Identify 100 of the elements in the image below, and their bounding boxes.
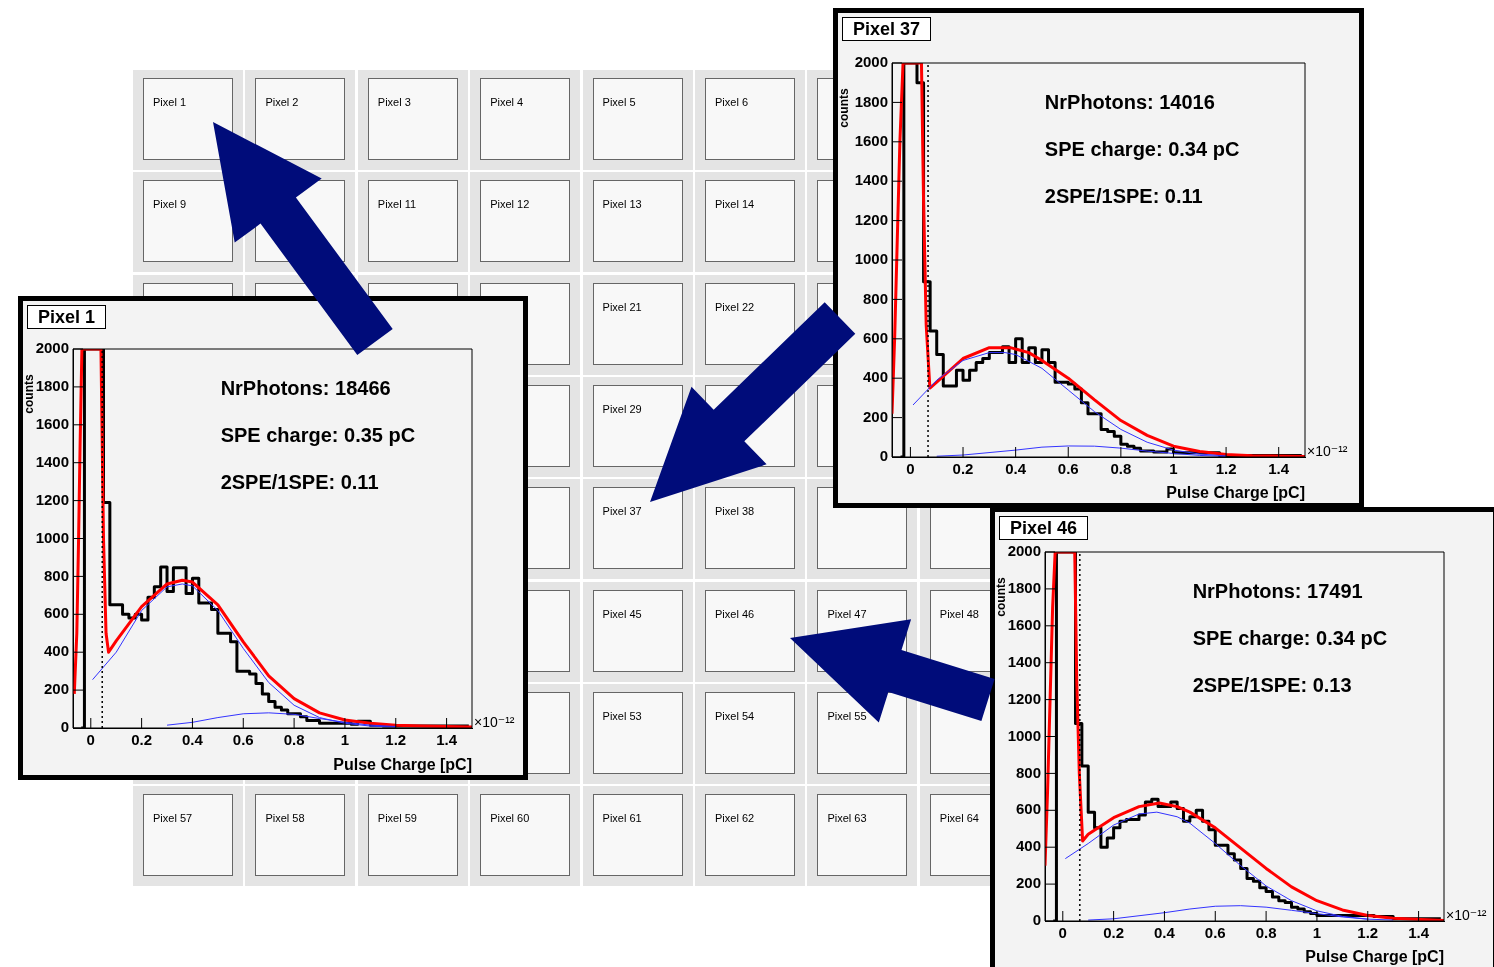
category-label: Pixel 2 bbox=[265, 96, 299, 108]
y-axis-title: counts bbox=[994, 577, 1009, 617]
y-axis-title: counts bbox=[837, 88, 852, 128]
y-tick-label: 800 bbox=[1015, 763, 1041, 781]
annotation: NrPhotons: 17491 bbox=[1192, 579, 1363, 602]
chart-title: Pixel 1 bbox=[27, 305, 107, 329]
x-tick-label: 0.2 bbox=[952, 460, 974, 478]
y-tick-label: 1200 bbox=[1007, 689, 1041, 707]
y-tick-label: 0 bbox=[879, 447, 888, 465]
y-tick-label: 1400 bbox=[1007, 652, 1041, 670]
category-label: Pixel 21 bbox=[602, 300, 642, 313]
x-tick-label: 1.2 bbox=[1357, 924, 1379, 942]
x-tick-label: 0 bbox=[906, 460, 915, 478]
y-tick-label: 400 bbox=[43, 642, 69, 660]
category-label: Pixel 55 bbox=[827, 709, 867, 722]
category-label: Pixel 60 bbox=[490, 812, 530, 825]
category-label: Pixel 47 bbox=[827, 607, 867, 620]
category-label: Pixel 63 bbox=[827, 812, 867, 825]
annotation: SPE charge: 0.35 pC bbox=[220, 423, 416, 446]
category-label: Pixel 14 bbox=[715, 198, 755, 211]
category-label: Pixel 57 bbox=[153, 812, 193, 825]
y-tick-label: 1800 bbox=[854, 92, 888, 110]
x-tick-label: 0.8 bbox=[283, 731, 305, 749]
x-tick-label: 1.4 bbox=[436, 731, 458, 749]
y-tick-label: 200 bbox=[862, 407, 888, 425]
y-tick-label: 600 bbox=[1015, 800, 1041, 818]
annotation: NrPhotons: 18466 bbox=[220, 376, 391, 399]
category-label: Pixel 37 bbox=[602, 505, 642, 518]
x-tick-label: 1 bbox=[1169, 460, 1178, 478]
y-axis-title: counts bbox=[22, 374, 37, 414]
y-tick-label: 0 bbox=[1032, 911, 1041, 929]
category-label: Pixel 53 bbox=[602, 709, 642, 722]
annotation: SPE charge: 0.34 pC bbox=[1192, 626, 1388, 649]
y-tick-label: 1800 bbox=[1007, 579, 1041, 597]
category-label: Pixel 48 bbox=[939, 607, 979, 620]
x-tick-label: 0.4 bbox=[1154, 924, 1176, 942]
category-label: Pixel 6 bbox=[715, 96, 749, 108]
y-tick-label: 2000 bbox=[1007, 542, 1041, 560]
category-label: Pixel 13 bbox=[602, 198, 642, 211]
x-axis-title: Pulse Charge [pC] bbox=[333, 756, 472, 774]
x-axis-title: Pulse Charge [pC] bbox=[1166, 484, 1305, 502]
category-label: Pixel 59 bbox=[377, 812, 417, 825]
x-axis-title: Pulse Charge [pC] bbox=[1305, 948, 1444, 966]
x-tick-label: 0.8 bbox=[1110, 460, 1132, 478]
x-tick-label: 1 bbox=[340, 731, 350, 749]
annotation: NrPhotons: 14016 bbox=[1044, 90, 1215, 113]
category-label: Pixel 62 bbox=[715, 812, 755, 825]
annotation: 2SPE/1SPE: 0.11 bbox=[1044, 184, 1203, 207]
category-label: Pixel 61 bbox=[602, 812, 642, 825]
y-tick-label: 1400 bbox=[854, 171, 888, 189]
x-tick-label: 0 bbox=[1058, 924, 1067, 942]
category-label: Pixel 45 bbox=[602, 607, 642, 620]
x-tick-label: 1.4 bbox=[1268, 460, 1290, 478]
category-label: Pixel 11 bbox=[377, 198, 417, 211]
x-tick-label: 0.6 bbox=[232, 731, 254, 749]
y-tick-label: 2000 bbox=[854, 53, 888, 71]
x-tick-label: 0.6 bbox=[1204, 924, 1226, 942]
annotation: 2SPE/1SPE: 0.13 bbox=[1192, 673, 1352, 696]
category-label: Pixel 5 bbox=[602, 96, 636, 108]
x-tick-label: 0.4 bbox=[182, 731, 204, 749]
y-tick-label: 2000 bbox=[35, 339, 69, 357]
x-tick-label: 0.8 bbox=[1255, 924, 1277, 942]
text: ×10⁻¹² bbox=[1307, 442, 1348, 459]
y-tick-label: 1400 bbox=[35, 452, 69, 470]
category-label: Pixel 12 bbox=[490, 198, 530, 211]
y-tick-label: 400 bbox=[862, 368, 888, 386]
category-label: Pixel 46 bbox=[715, 607, 755, 620]
category-label: Pixel 4 bbox=[490, 96, 524, 108]
annotation: 2SPE/1SPE: 0.11 bbox=[220, 470, 379, 493]
y-tick-label: 1000 bbox=[35, 528, 69, 546]
y-tick-label: 800 bbox=[43, 566, 69, 584]
category-label: Pixel 9 bbox=[153, 198, 187, 211]
y-tick-label: 1000 bbox=[854, 250, 888, 268]
x-tick-label: 1.4 bbox=[1408, 924, 1430, 942]
x-tick-label: 0.2 bbox=[1103, 924, 1125, 942]
category-label: Pixel 22 bbox=[715, 300, 755, 313]
x-tick-label: 1.2 bbox=[385, 731, 407, 749]
category-label: Pixel 54 bbox=[715, 709, 755, 722]
y-tick-label: 600 bbox=[43, 604, 69, 622]
y-tick-label: 1200 bbox=[854, 210, 888, 228]
x-tick-label: 0.4 bbox=[1005, 460, 1027, 478]
x-tick-label: 0.6 bbox=[1057, 460, 1079, 478]
category-label: Pixel 29 bbox=[602, 402, 642, 415]
y-tick-label: 200 bbox=[43, 680, 69, 698]
text: ×10⁻¹² bbox=[474, 713, 515, 730]
y-tick-label: 200 bbox=[1015, 874, 1041, 892]
x-tick-label: 1 bbox=[1312, 924, 1322, 942]
chart-title: Pixel 37 bbox=[842, 17, 932, 41]
category-label: Pixel 58 bbox=[265, 812, 305, 825]
y-tick-label: 1200 bbox=[35, 490, 69, 508]
category-label: Pixel 64 bbox=[939, 812, 979, 825]
x-tick-label: 1.2 bbox=[1215, 460, 1237, 478]
y-tick-label: 400 bbox=[1015, 837, 1041, 855]
category-label: Pixel 3 bbox=[377, 96, 411, 108]
x-tick-label: 0 bbox=[86, 731, 95, 749]
y-tick-label: 1000 bbox=[1007, 726, 1041, 744]
category-label: Pixel 38 bbox=[715, 505, 755, 518]
y-tick-label: 1600 bbox=[854, 131, 888, 149]
chart-title: Pixel 46 bbox=[999, 516, 1089, 540]
y-tick-label: 1600 bbox=[1007, 615, 1041, 633]
